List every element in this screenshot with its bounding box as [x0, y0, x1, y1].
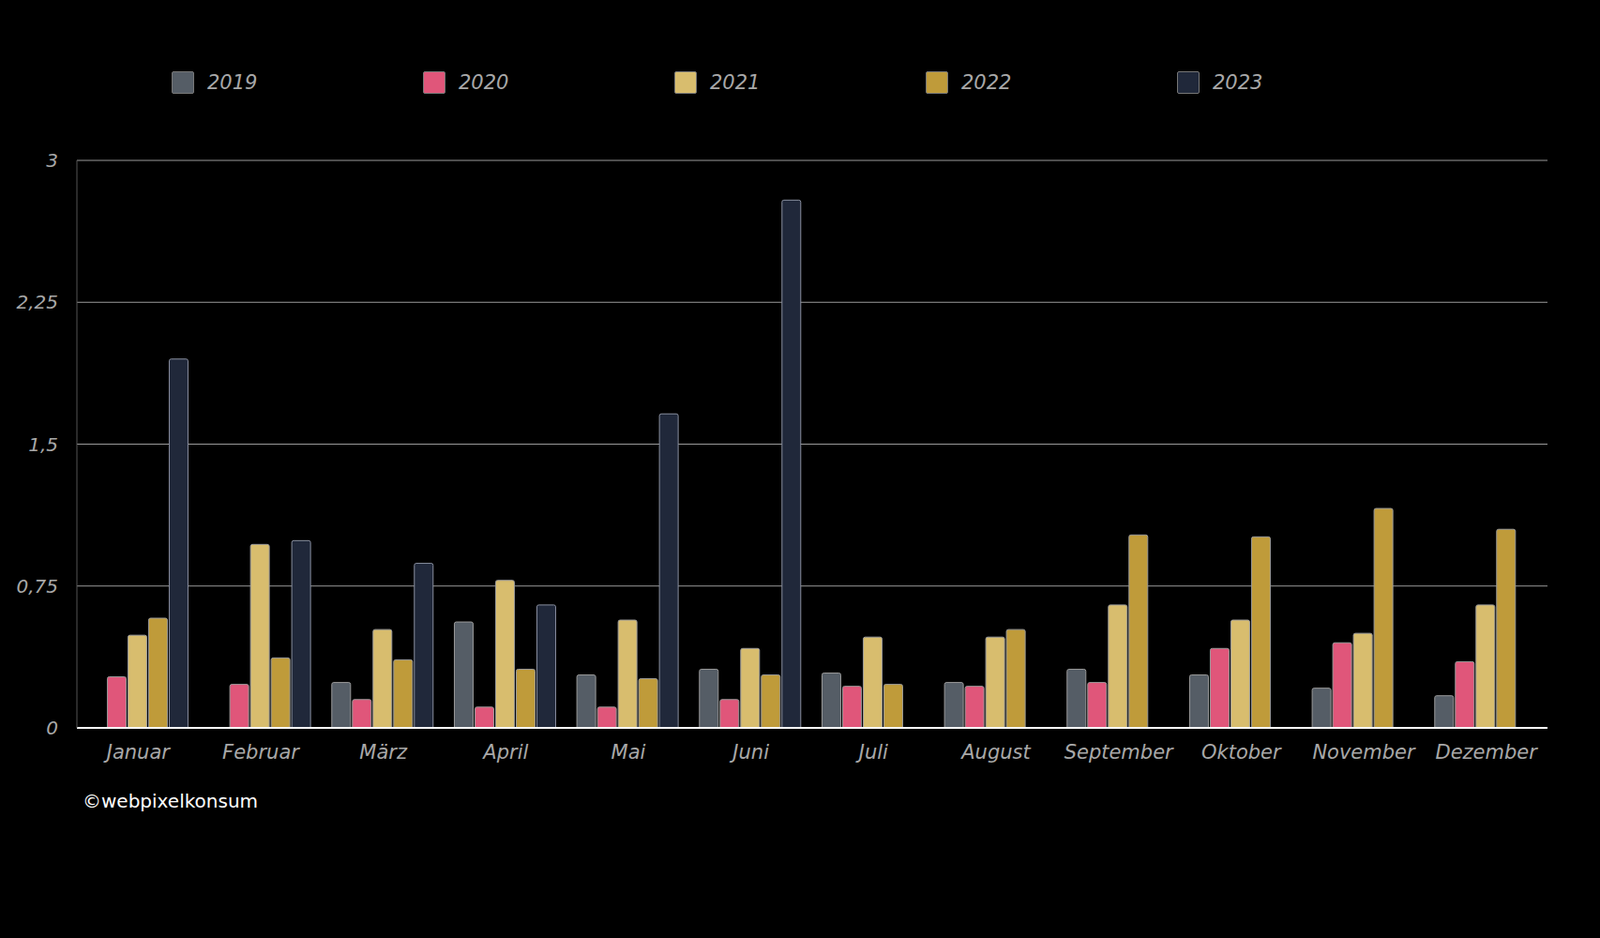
svg-text:Dezember: Dezember: [1434, 740, 1539, 764]
html-text:©webpixelkonsum: ©webpixelkonsum: [82, 789, 259, 813]
svg-text:November: November: [1312, 740, 1417, 764]
svg-text:0: 0: [45, 716, 59, 740]
html-text:2020: 2020: [458, 71, 509, 94]
svg-text:1,5: 1,5: [28, 433, 59, 456]
svg-text:Februar: Februar: [222, 740, 301, 764]
html-text:2023: 2023: [1212, 71, 1263, 94]
svg-text:Juni: Juni: [728, 740, 770, 764]
svg-text:August: August: [959, 740, 1031, 764]
svg-text:Juli: Juli: [855, 740, 889, 764]
svg-text:Oktober: Oktober: [1201, 740, 1283, 764]
svg-text:3: 3: [45, 149, 59, 172]
html-text:2019: 2019: [207, 71, 258, 94]
html-text:2021: 2021: [709, 71, 761, 94]
svg-text:Januar: Januar: [103, 740, 172, 764]
svg-text:2,25: 2,25: [15, 290, 59, 314]
svg-text:März: März: [359, 740, 408, 764]
html-text:2022: 2022: [961, 71, 1012, 94]
svg-text:September: September: [1064, 740, 1175, 764]
svg-text:0,75: 0,75: [15, 574, 59, 598]
svg-text:Mai: Mai: [611, 740, 647, 764]
svg-text:April: April: [481, 740, 529, 764]
